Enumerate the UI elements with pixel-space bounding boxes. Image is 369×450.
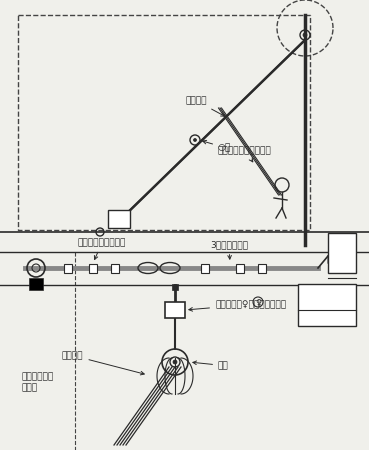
Bar (201, 264, 209, 273)
Text: ワイヤー: ワイヤー (185, 96, 225, 116)
Circle shape (173, 360, 177, 364)
Bar (64, 264, 72, 273)
Text: 長ナット（♀の向き調整用）: 長ナット（♀の向き調整用） (189, 300, 286, 311)
Text: マイクロホン
コード: マイクロホン コード (22, 373, 54, 392)
Bar (172, 284, 178, 290)
Bar (29, 278, 43, 290)
Text: 滑車: 滑車 (193, 361, 229, 370)
Circle shape (193, 139, 197, 141)
Bar (108, 210, 130, 228)
Text: ♀: ♀ (255, 297, 261, 306)
Text: ○も: ○も (203, 140, 231, 152)
Text: ワイヤー・クラップ: ワイヤー・クラップ (78, 238, 126, 260)
Text: マイクロホン・コード: マイクロホン・コード (218, 146, 272, 162)
Bar (258, 264, 266, 273)
Circle shape (303, 33, 307, 37)
Bar (89, 264, 97, 273)
Bar (111, 264, 119, 273)
Text: ワイヤー: ワイヤー (62, 351, 144, 375)
Bar (298, 284, 356, 326)
Bar (236, 264, 244, 273)
Text: 3㎜のワイヤー: 3㎜のワイヤー (210, 240, 248, 259)
Bar (328, 233, 356, 273)
Text: ヒートン: ヒートン (327, 255, 348, 264)
Bar (165, 302, 185, 318)
